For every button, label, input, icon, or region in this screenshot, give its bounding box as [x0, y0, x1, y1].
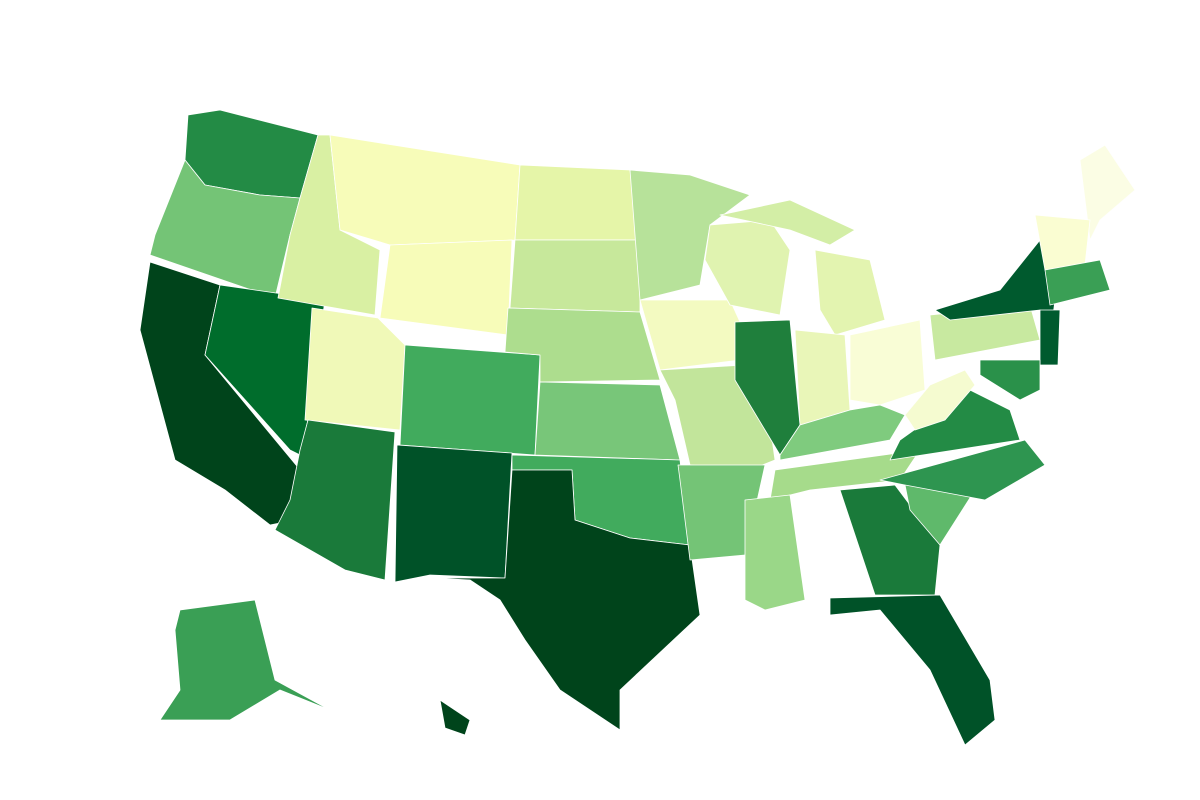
- state-region: [394, 444, 513, 583]
- state-region: [329, 134, 521, 246]
- state-region: [431, 469, 701, 731]
- state-region: [1044, 259, 1111, 306]
- state-region: [514, 164, 641, 241]
- state-region: [829, 594, 996, 746]
- state-region: [719, 199, 856, 246]
- state-region: [979, 359, 1041, 401]
- state-region: [399, 344, 541, 456]
- state-region: [814, 249, 886, 336]
- state-region: [534, 381, 681, 461]
- state-region: [904, 369, 976, 431]
- state-region: [849, 319, 926, 406]
- state-region: [1034, 214, 1091, 271]
- state-region: [879, 439, 1046, 501]
- state-region: [159, 599, 331, 721]
- state-region: [744, 494, 806, 611]
- state-region: [274, 419, 396, 581]
- state-region: [379, 239, 513, 336]
- state-region: [1039, 309, 1061, 366]
- state-region: [779, 404, 906, 461]
- state-region: [439, 699, 471, 736]
- state-region: [794, 329, 851, 426]
- state-region: [509, 239, 641, 313]
- state-region: [304, 307, 406, 431]
- state-region: [677, 464, 766, 561]
